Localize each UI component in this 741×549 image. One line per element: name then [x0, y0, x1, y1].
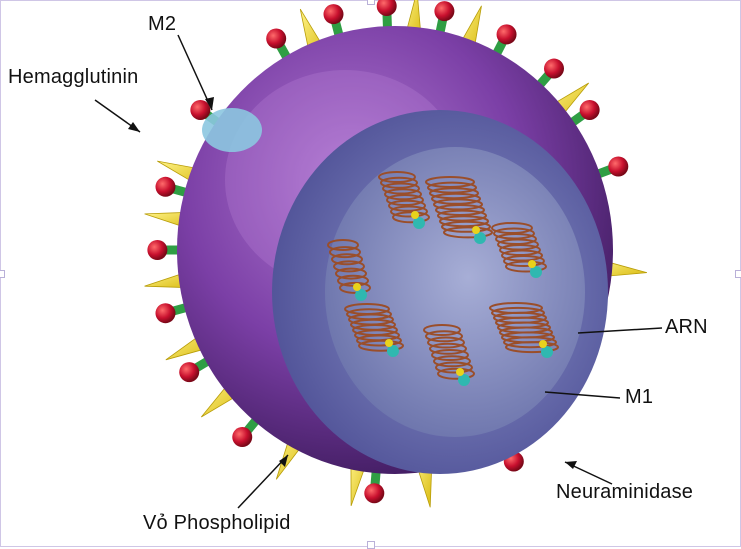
polymerase-dot — [355, 289, 367, 301]
rna-coil-turn — [378, 171, 416, 183]
label-neuraminidase: Neuraminidase — [556, 481, 694, 503]
rna-coil-turn — [339, 281, 371, 294]
rna-coil-turn — [441, 220, 491, 233]
protein-knob — [155, 176, 176, 197]
rna-coil-turn — [331, 253, 363, 266]
rna-coil-turn — [388, 199, 426, 212]
rna-segments — [327, 171, 559, 386]
rna-coil-turn — [423, 324, 461, 336]
rna-coil-turn — [499, 244, 541, 256]
rna-coil-turn — [329, 246, 361, 259]
polymerase-dot — [456, 368, 464, 376]
rna-coil-turn — [335, 267, 367, 280]
rna-coil-turn — [390, 205, 428, 218]
m2-channel — [202, 108, 262, 152]
protein-knob — [147, 240, 168, 260]
rna-coil-turn — [425, 330, 463, 343]
protein-knob — [323, 4, 344, 25]
rna-coil-turn — [433, 355, 471, 368]
rna-coil-turn — [392, 211, 430, 224]
polymerase-dot — [474, 232, 486, 244]
rna-coil-turn — [380, 176, 418, 189]
protein-knob — [376, 0, 397, 16]
protein-knob — [434, 1, 455, 22]
rna-coil-turn — [429, 187, 479, 200]
polymerase-dot — [353, 283, 361, 291]
rna-coil-turn — [435, 204, 485, 216]
rna-coil-turn — [495, 233, 537, 245]
inner-core — [325, 147, 585, 437]
rna-coil-turn — [337, 274, 369, 287]
rna-coil-turn — [491, 222, 533, 234]
rna-coil-turn — [427, 336, 465, 349]
polymerase-dot — [385, 339, 393, 347]
rna-coil-turn — [505, 260, 547, 273]
label-hemagglutinin: Hemagglutinin — [8, 66, 139, 88]
rna-coil-turn — [433, 198, 483, 211]
polymerase-dot — [413, 217, 425, 229]
pointer-phospholipid — [237, 454, 289, 509]
protein-knob — [190, 99, 211, 120]
label-m1: M1 — [625, 386, 654, 408]
rna-coil-turn — [437, 367, 475, 380]
rna-coil-turn — [493, 227, 535, 240]
rna-coil-turn — [333, 260, 365, 273]
rna-coil-turn — [437, 209, 487, 222]
rna-coil-turn — [503, 255, 545, 267]
protein-knob — [232, 427, 253, 448]
rna-coil-turn — [431, 192, 481, 205]
rna-coil-turn — [382, 182, 420, 195]
rna-coil-turn — [386, 194, 424, 206]
arrowhead-m2 — [205, 97, 214, 110]
polymerase-dot — [528, 260, 536, 268]
protein-knob — [543, 58, 564, 79]
label-arn: ARN — [665, 316, 708, 338]
rna-coil-turn — [435, 361, 473, 374]
arrowhead-hemagglutinin — [128, 122, 140, 132]
protein-knob — [364, 483, 385, 504]
rna-coil-turn — [501, 249, 543, 262]
rna-coil-turn — [425, 176, 475, 188]
protein-knob — [179, 362, 200, 383]
protein-knob — [496, 24, 517, 45]
label-m2: M2 — [148, 13, 177, 35]
polymerase-dot — [539, 340, 547, 348]
polymerase-dot — [472, 226, 480, 234]
rna-coil-turn — [427, 181, 477, 194]
rna-coil-turn — [384, 188, 422, 201]
label-phospholipid: Vỏ Phospholipid — [143, 512, 291, 534]
rna-coil-turn — [429, 342, 467, 355]
rna-coil-turn — [327, 239, 359, 251]
polymerase-dot — [458, 374, 470, 386]
arrowhead-neuraminidase — [565, 461, 577, 469]
protein-knob — [155, 303, 176, 324]
pointer-m2 — [177, 34, 213, 111]
rna-coil-turn — [431, 349, 469, 361]
protein-knob — [579, 99, 600, 120]
polymerase-dot — [387, 345, 399, 357]
resize-handle-right[interactable] — [735, 270, 741, 278]
rna-coil-turn — [503, 336, 557, 349]
pointer-arn — [577, 327, 663, 334]
rna-coil-turn — [439, 215, 489, 228]
rna-coil-turn — [443, 226, 493, 239]
polymerase-dot — [541, 346, 553, 358]
rna-coil-turn — [358, 339, 404, 352]
arrowhead-phospholipid — [279, 455, 288, 467]
rna-coil-turn — [497, 238, 539, 251]
rna-coil-turn — [505, 341, 559, 354]
polymerase-dot — [530, 266, 542, 278]
protein-knob — [608, 156, 629, 177]
polymerase-dot — [411, 211, 419, 219]
resize-handle-top[interactable] — [367, 0, 375, 5]
protein-knob — [266, 28, 287, 49]
resize-handle-left[interactable] — [0, 270, 5, 278]
pointer-m1 — [544, 391, 621, 399]
rna-coil-turn — [356, 334, 402, 347]
